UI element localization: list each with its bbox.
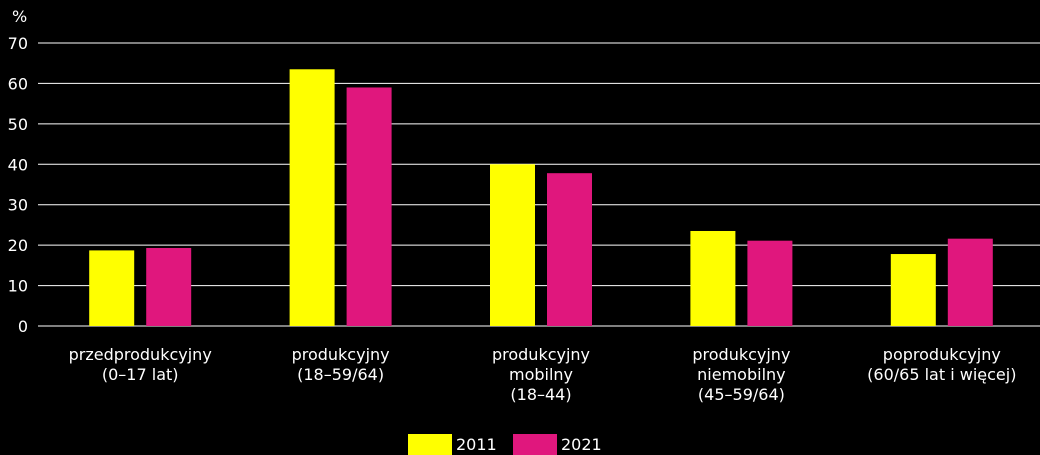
bar-2021-0 [146,247,192,326]
y-tick-label: 40 [8,155,28,174]
y-tick-label: 60 [8,74,28,93]
bar-2011-0 [89,250,135,326]
category-label-line: (0–17 lat) [102,365,179,384]
y-tick-label: 70 [8,34,28,53]
legend-swatch-2021 [513,434,557,455]
y-tick-label: 0 [18,317,28,336]
legend: 2011 2021 [408,434,602,455]
bar-2021-1 [346,87,392,326]
category-label-line: (60/65 lat i więcej) [867,365,1016,384]
y-tick-label: 30 [8,196,28,215]
bar-2021-3 [747,240,793,326]
category-label-line: (18–59/64) [297,365,384,384]
category-label-line: poprodukcyjny [883,345,1001,364]
x-axis-category-labels: przedprodukcyjny(0–17 lat)produkcyjny(18… [69,345,1017,404]
gridlines [38,42,1040,327]
category-label-line: produkcyjny [692,345,790,364]
category-label-line: (45–59/64) [698,385,785,404]
bar-2021-4 [947,238,993,326]
category-label-line: produkcyjny [292,345,390,364]
y-tick-label: 10 [8,277,28,296]
legend-label-2021: 2021 [561,435,602,454]
y-tick-label: 50 [8,115,28,134]
bar-2011-4 [890,254,936,326]
category-label-line: przedprodukcyjny [69,345,212,364]
bar-2011-1 [289,69,335,327]
category-label-line: mobilny [509,365,573,384]
bar-2011-3 [690,230,736,326]
category-label-line: (18–44) [510,385,571,404]
category-label-line: produkcyjny [492,345,590,364]
legend-label-2011: 2011 [456,435,497,454]
y-tick-label: 20 [8,236,28,255]
category-label-line: niemobilny [697,365,785,384]
bar-2021-2 [547,173,592,326]
bar-2011-2 [490,164,535,326]
y-axis-tick-labels: 0 10 20 30 40 50 60 70 [8,34,28,336]
legend-swatch-2011 [408,434,452,455]
y-axis-unit-label: % [12,7,27,26]
bars [89,69,993,327]
